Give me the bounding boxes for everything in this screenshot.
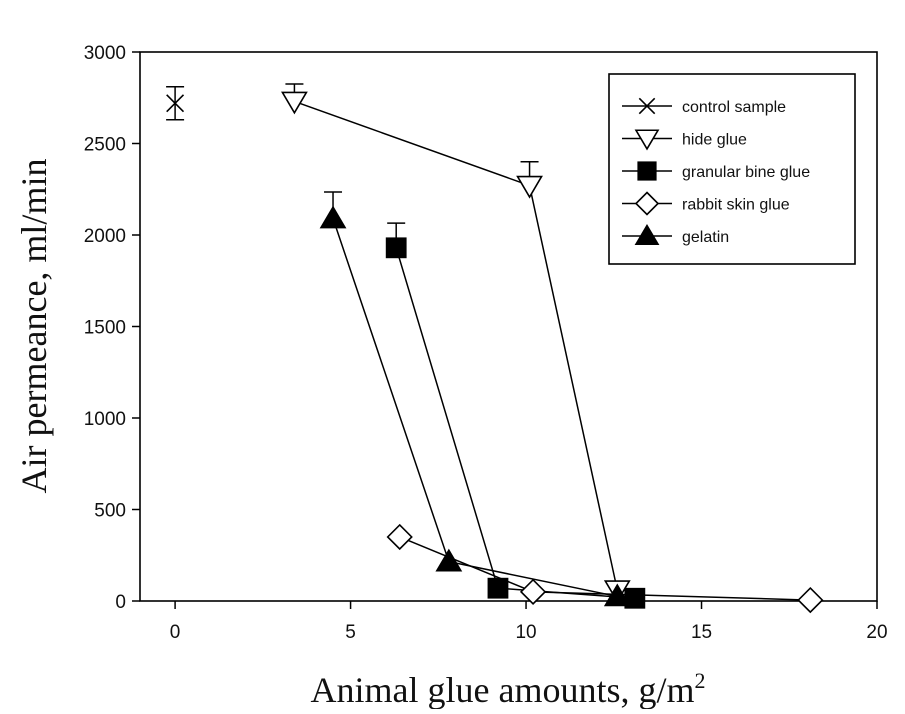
x-tick-label: 5: [345, 622, 356, 643]
series-line: [399, 536, 811, 601]
data-point: [487, 577, 509, 599]
x-tick-label: 10: [515, 622, 536, 643]
x-axis-title: Animal glue amounts, g/m2: [311, 668, 706, 709]
legend-label: control sample: [682, 99, 786, 116]
data-point: [603, 583, 631, 607]
y-tick-label: 3000: [84, 43, 126, 64]
y-tick-label: 1500: [84, 318, 126, 339]
series-layer: [166, 83, 824, 614]
legend-marker: [634, 223, 660, 246]
y-tick-label: 0: [115, 592, 126, 613]
series-line: [294, 100, 619, 591]
data-point: [385, 237, 407, 259]
marker-stroke: [166, 94, 185, 113]
data-point: [797, 586, 824, 614]
legend-marker: [634, 129, 660, 151]
data-point: [516, 175, 543, 199]
data-point: [319, 205, 347, 229]
data-point: [166, 94, 185, 113]
series-1: [281, 83, 631, 603]
legend-label: hide glue: [682, 132, 747, 149]
legend-label: granular bine glue: [682, 164, 810, 181]
data-point: [519, 578, 547, 605]
legend: control sample hide glue granular bine glu…: [608, 73, 856, 265]
y-tick-label: 500: [94, 501, 126, 522]
x-tick-label: 15: [691, 622, 712, 643]
marker-stroke: [638, 97, 656, 115]
series-0: [166, 86, 185, 121]
x-tick-label: 0: [170, 622, 181, 643]
data-point: [386, 523, 413, 551]
legend-label: gelatin: [682, 229, 729, 246]
legend-marker: [637, 161, 657, 181]
x-axis-title-superscript: 2: [694, 668, 705, 693]
data-point: [281, 91, 308, 115]
series-4: [319, 191, 631, 607]
series-3: [386, 523, 824, 614]
series-line: [332, 218, 618, 598]
legend-marker: [634, 191, 660, 216]
y-axis: 0 500 1000 1500 2000 2500 3000: [84, 43, 140, 613]
x-axis: 0 5 10 15 20: [170, 601, 888, 643]
series-line: [395, 247, 635, 600]
y-tick-label: 2000: [84, 226, 126, 247]
y-tick-label: 2500: [84, 135, 126, 156]
legend-label: rabbit skin glue: [682, 197, 790, 214]
series-2: [385, 222, 646, 609]
legend-marker: [638, 97, 656, 115]
y-tick-label: 1000: [84, 409, 126, 430]
data-point: [435, 548, 463, 572]
x-tick-label: 20: [866, 622, 887, 643]
y-axis-title: Air permeance, ml/min: [14, 159, 54, 494]
